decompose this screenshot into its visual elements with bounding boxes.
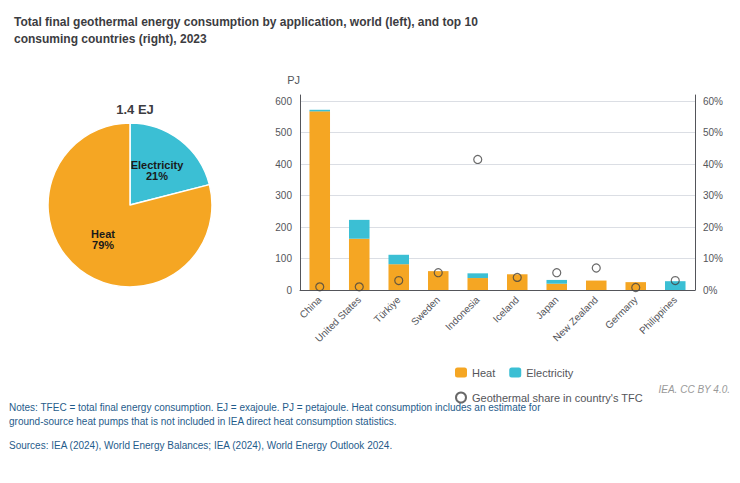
svg-text:20%: 20% bbox=[703, 222, 723, 233]
svg-text:600: 600 bbox=[275, 96, 292, 107]
svg-text:500: 500 bbox=[275, 127, 292, 138]
svg-text:Türkiye: Türkiye bbox=[372, 294, 403, 325]
svg-text:21%: 21% bbox=[146, 170, 168, 182]
svg-text:New Zealand: New Zealand bbox=[551, 294, 600, 343]
svg-text:1.4 EJ: 1.4 EJ bbox=[116, 102, 154, 117]
svg-text:100: 100 bbox=[275, 253, 292, 264]
svg-text:IEA. CC BY 4.0.: IEA. CC BY 4.0. bbox=[658, 384, 730, 395]
svg-text:PJ: PJ bbox=[287, 74, 300, 86]
svg-text:Electricity: Electricity bbox=[526, 367, 574, 379]
svg-text:Geothermal share in country's: Geothermal share in country's TFC bbox=[472, 392, 643, 404]
svg-text:Heat: Heat bbox=[472, 367, 495, 379]
svg-text:Sweden: Sweden bbox=[409, 294, 442, 327]
svg-text:0: 0 bbox=[286, 285, 292, 296]
svg-text:Notes: TFEC = total final ener: Notes: TFEC = total final energy consump… bbox=[9, 401, 541, 413]
svg-text:consuming countries (right), 2: consuming countries (right), 2023 bbox=[14, 32, 207, 46]
svg-text:0%: 0% bbox=[703, 285, 718, 296]
svg-text:Philippines: Philippines bbox=[637, 294, 679, 336]
svg-text:Electricity: Electricity bbox=[130, 158, 184, 171]
svg-text:Iceland: Iceland bbox=[491, 294, 522, 325]
svg-text:Germany: Germany bbox=[603, 294, 640, 331]
svg-text:Total final geothermal energy: Total final geothermal energy consumptio… bbox=[14, 15, 478, 29]
svg-text:60%: 60% bbox=[703, 96, 723, 107]
svg-text:400: 400 bbox=[275, 159, 292, 170]
svg-text:Heat: Heat bbox=[91, 228, 115, 241]
svg-text:10%: 10% bbox=[703, 253, 723, 264]
svg-text:ground-source heat pumps that: ground-source heat pumps that is not inc… bbox=[9, 416, 396, 427]
svg-text:30%: 30% bbox=[703, 190, 723, 201]
svg-text:50%: 50% bbox=[703, 127, 723, 138]
svg-text:United States: United States bbox=[313, 294, 363, 344]
svg-text:Indonesia: Indonesia bbox=[443, 294, 482, 333]
svg-text:200: 200 bbox=[275, 222, 292, 233]
svg-text:China: China bbox=[297, 294, 324, 321]
svg-text:300: 300 bbox=[275, 190, 292, 201]
svg-text:79%: 79% bbox=[92, 239, 114, 251]
svg-text:Sources: IEA (2024), World Ene: Sources: IEA (2024), World Energy Balanc… bbox=[9, 440, 392, 451]
svg-text:Japan: Japan bbox=[534, 294, 561, 321]
svg-text:40%: 40% bbox=[703, 159, 723, 170]
